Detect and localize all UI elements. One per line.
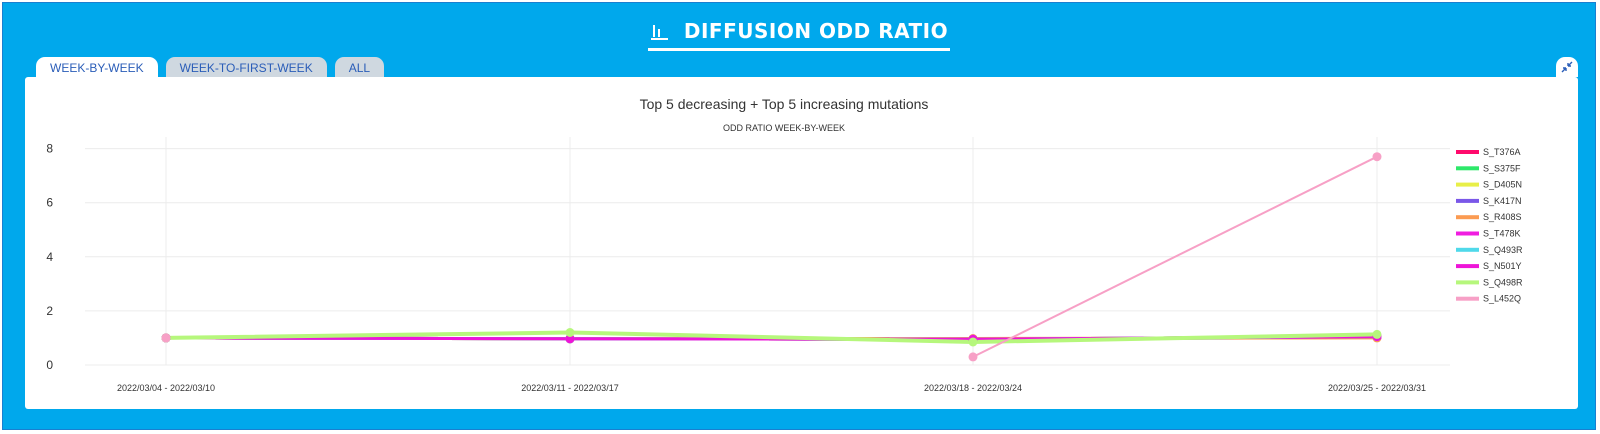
- data-point-s_l452q: [161, 333, 171, 343]
- legend: S_T376A S_S375F S_D405N S_K417N S_R408S S_T47…: [1456, 147, 1523, 304]
- legend-swatch: [1456, 198, 1479, 203]
- chart-title: Top 5 decreasing + Top 5 increasing muta…: [640, 96, 929, 112]
- legend-swatch: [1456, 296, 1479, 301]
- page-title-text: DIFFUSION ODD RATIO: [683, 19, 949, 43]
- legend-swatch: [1456, 264, 1479, 269]
- collapse-arrows-icon: [1561, 61, 1573, 73]
- chart-subtitle: ODD RATIO WEEK-BY-WEEK: [723, 123, 845, 133]
- x-tick-label: 2022/03/25 - 2022/03/31: [1328, 383, 1426, 393]
- legend-label: S_Q493R: [1483, 245, 1523, 255]
- series-lines: [165, 155, 1378, 358]
- legend-swatch: [1456, 280, 1479, 285]
- line-chart: Top 5 decreasing + Top 5 increasing muta…: [46, 96, 1523, 393]
- page-title: DIFFUSION ODD RATIO: [647, 19, 951, 51]
- legend-swatch: [1456, 247, 1479, 252]
- legend-label: S_S375F: [1483, 163, 1521, 173]
- y-axis-ticks: 0 2 4 6 8: [46, 142, 53, 372]
- legend-label: S_R408S: [1483, 212, 1522, 222]
- series-line-s_q498r: [165, 330, 1378, 344]
- legend-label: S_N501Y: [1483, 261, 1522, 271]
- tab-week-to-first-week[interactable]: WEEK-TO-FIRST-WEEK: [165, 57, 327, 79]
- tab-all[interactable]: ALL: [334, 57, 385, 79]
- bar-chart-icon: [650, 25, 668, 40]
- legend-swatch: [1456, 166, 1479, 171]
- y-tick-label: 2: [46, 304, 53, 318]
- x-tick-label: 2022/03/18 - 2022/03/24: [924, 383, 1022, 393]
- x-axis-ticks: 2022/03/04 - 2022/03/10 2022/03/11 - 2022…: [117, 383, 1426, 393]
- legend-swatch: [1456, 231, 1479, 236]
- chart-panel: Top 5 decreasing + Top 5 increasing muta…: [25, 77, 1578, 409]
- grid: [85, 137, 1450, 366]
- legend-swatch: [1456, 150, 1479, 154]
- x-tick-label: 2022/03/04 - 2022/03/10: [117, 383, 215, 393]
- y-tick-label: 6: [46, 196, 53, 210]
- tab-week-by-week[interactable]: WEEK-BY-WEEK: [36, 57, 158, 79]
- x-tick-label: 2022/03/11 - 2022/03/17: [521, 383, 618, 393]
- legend-swatch: [1456, 215, 1479, 220]
- legend-label: S_T376A: [1483, 147, 1521, 157]
- data-point-s_q498r: [565, 328, 575, 337]
- legend-label: S_Q498R: [1483, 277, 1523, 287]
- series-points: [161, 152, 1382, 362]
- tab-bar: WEEK-BY-WEEK WEEK-TO-FIRST-WEEK ALL: [36, 57, 385, 79]
- header: DIFFUSION ODD RATIO: [3, 19, 1595, 51]
- y-tick-label: 4: [46, 250, 53, 264]
- legend-label: S_D405N: [1483, 180, 1522, 190]
- collapse-button[interactable]: [1556, 57, 1578, 77]
- legend-label: S_K417N: [1483, 196, 1522, 206]
- y-tick-label: 0: [46, 358, 53, 372]
- data-point-s_l452q: [968, 352, 978, 362]
- legend-label: S_T478K: [1483, 229, 1521, 239]
- series-line-s_l452q: [972, 155, 1378, 358]
- legend-label: S_L452Q: [1483, 294, 1521, 304]
- data-point-s_n501y: [565, 334, 575, 344]
- data-point-s_q498r: [968, 337, 978, 347]
- legend-swatch: [1456, 182, 1479, 187]
- data-point-s_l452q: [1372, 152, 1382, 162]
- y-tick-label: 8: [46, 142, 53, 156]
- data-point-s_q498r: [1372, 329, 1382, 339]
